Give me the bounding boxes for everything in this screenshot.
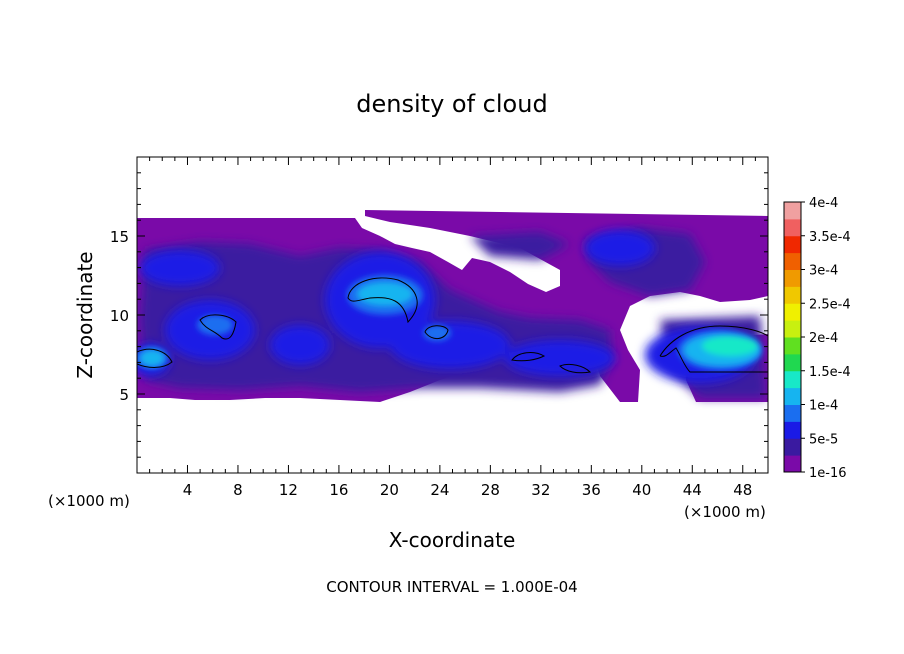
cell-right-low (505, 340, 615, 376)
x-axis-label: X-coordinate (389, 528, 516, 552)
contour-interval-note: CONTOUR INTERVAL = 1.000E-04 (326, 578, 577, 596)
x-unit-right: (×1000 m) (684, 503, 766, 521)
colorbar-swatch (784, 286, 801, 304)
colorbar-label: 5e-5 (809, 432, 838, 447)
contour-mid (347, 277, 418, 324)
x-tick-label: 8 (233, 481, 243, 499)
x-axis-ticks: 4 8 12 16 20 24 28 32 36 40 44 48 (149, 157, 756, 499)
x-tick-label: 36 (582, 481, 601, 499)
colorbar-label: 4e-4 (809, 196, 838, 211)
y-tick-label: 5 (119, 386, 129, 404)
colorbar-swatch (784, 370, 801, 389)
y-axis-label: Z-coordinate (73, 251, 97, 378)
y-axis-ticks: 5 10 15 (110, 172, 768, 458)
colorbar-swatch (784, 421, 801, 439)
contour-low (424, 325, 449, 339)
colorbar-swatch (784, 252, 801, 270)
colorbar-swatch (784, 337, 801, 355)
x-tick-label: 32 (531, 481, 550, 499)
peak-right-core (702, 336, 758, 356)
cell-low (390, 321, 510, 369)
contour-lines (137, 277, 768, 374)
x-tick-label: 48 (733, 481, 752, 499)
peak-mid (357, 282, 413, 306)
cell-high-right (585, 230, 655, 266)
x-tick-label: 4 (183, 481, 193, 499)
contour-small-b (559, 363, 592, 374)
x-unit-left: (×1000 m) (48, 492, 130, 510)
colorbar-swatch (784, 202, 801, 220)
colorbar-swatch (784, 387, 801, 405)
colorbar-swatch (784, 235, 801, 254)
colorbar-label: 1e-4 (809, 399, 838, 414)
colorbar-swatch (784, 353, 801, 372)
colorbar-label: 3.5e-4 (809, 230, 851, 245)
cell-left-top (140, 250, 220, 286)
peak-leftmost (140, 350, 164, 366)
colorbar-label: 1e-16 (809, 466, 847, 481)
colorbar-label: 2.5e-4 (809, 297, 851, 312)
colorbar-swatch (784, 320, 801, 338)
colorbar: 1e-16 5e-5 1e-4 1.5e-4 2e-4 2.5e-4 3e-4 3.5e-4 4… (783, 196, 851, 481)
x-tick-label: 20 (380, 481, 399, 499)
x-tick-label: 24 (430, 481, 449, 499)
x-tick-label: 28 (481, 481, 500, 499)
colorbar-swatch (784, 303, 801, 321)
chart-title: density of cloud (356, 90, 547, 118)
density-field (137, 210, 768, 402)
contour-small-a (511, 352, 546, 362)
x-tick-label: 16 (329, 481, 348, 499)
colorbar-swatch (784, 218, 801, 237)
x-tick-label: 44 (683, 481, 702, 499)
contour-right (659, 325, 768, 373)
y-tick-label: 15 (110, 228, 129, 246)
x-tick-label: 12 (279, 481, 298, 499)
cell-mid-left (270, 325, 330, 365)
contour-leftmost (137, 348, 173, 368)
y-tick-label: 10 (110, 307, 129, 325)
x-tick-label: 40 (632, 481, 651, 499)
colorbar-swatch (784, 438, 801, 456)
colorbar-swatch (784, 455, 801, 473)
contour-left (199, 314, 237, 340)
core-left (197, 315, 233, 335)
colorbar-swatch (784, 404, 801, 422)
colorbar-swatch (784, 269, 801, 287)
colorbar-label: 1.5e-4 (809, 365, 851, 380)
cloud-level-1d (470, 232, 570, 260)
colorbar-label: 2e-4 (809, 331, 838, 346)
colorbar-label: 3e-4 (809, 264, 838, 279)
